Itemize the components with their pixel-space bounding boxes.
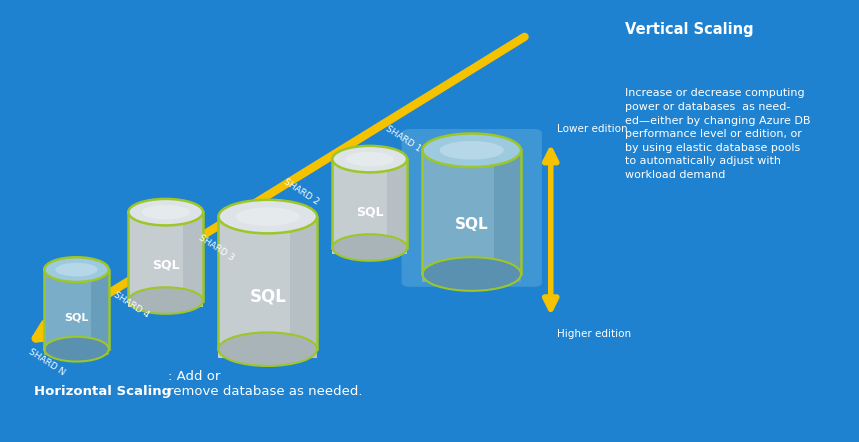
Ellipse shape	[218, 332, 317, 366]
FancyBboxPatch shape	[494, 150, 521, 282]
Text: SHARD N: SHARD N	[27, 347, 66, 377]
Text: SHARD 1: SHARD 1	[384, 125, 423, 154]
Text: SQL: SQL	[152, 259, 180, 272]
Ellipse shape	[235, 207, 300, 226]
Ellipse shape	[142, 205, 190, 219]
FancyBboxPatch shape	[44, 270, 109, 355]
Ellipse shape	[332, 234, 407, 261]
FancyBboxPatch shape	[332, 159, 407, 254]
FancyBboxPatch shape	[423, 150, 521, 282]
Text: Horizontal Scaling: Horizontal Scaling	[34, 385, 171, 398]
Text: SHARD 2: SHARD 2	[283, 178, 321, 207]
Ellipse shape	[423, 257, 521, 291]
FancyBboxPatch shape	[289, 217, 317, 358]
Ellipse shape	[128, 199, 203, 225]
Ellipse shape	[44, 257, 109, 282]
FancyBboxPatch shape	[402, 129, 542, 287]
FancyBboxPatch shape	[128, 212, 203, 307]
Text: SQL: SQL	[249, 287, 286, 305]
Ellipse shape	[128, 287, 203, 314]
Text: Increase or decrease computing
power or databases  as need-
ed—either by changin: Increase or decrease computing power or …	[624, 88, 810, 180]
FancyBboxPatch shape	[91, 270, 109, 355]
Text: SHARD 3: SHARD 3	[198, 233, 236, 262]
Text: : Add or
remove database as needed.: : Add or remove database as needed.	[168, 370, 362, 398]
Ellipse shape	[440, 141, 503, 160]
Text: Higher edition: Higher edition	[557, 329, 631, 339]
Ellipse shape	[218, 200, 317, 233]
Text: :: :	[746, 22, 752, 37]
Text: Lower edition: Lower edition	[557, 124, 627, 134]
Ellipse shape	[423, 133, 521, 167]
FancyBboxPatch shape	[387, 159, 407, 254]
Text: SQL: SQL	[455, 217, 489, 232]
Ellipse shape	[56, 263, 97, 276]
Ellipse shape	[44, 337, 109, 362]
Ellipse shape	[332, 146, 407, 172]
Text: SHARD 4: SHARD 4	[113, 290, 151, 320]
Text: Vertical Scaling: Vertical Scaling	[624, 22, 753, 37]
Ellipse shape	[345, 152, 394, 166]
Text: SQL: SQL	[64, 312, 88, 322]
FancyBboxPatch shape	[183, 212, 203, 307]
Text: SQL: SQL	[356, 206, 383, 219]
FancyBboxPatch shape	[218, 217, 317, 358]
